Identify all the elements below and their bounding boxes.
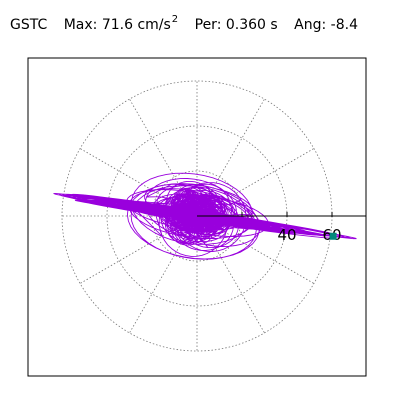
period-label: Per: (194, 17, 222, 33)
max-unit-exponent: 2 (171, 14, 179, 25)
motion-trace (53, 172, 357, 260)
plot-header: GSTC Max: 71.6 cm/s2 Per: 0.360 s Ang: -… (10, 14, 358, 38)
angle-label: Ang: (294, 17, 327, 33)
max-label: Max: (63, 17, 98, 33)
angle-value: -8.4 (330, 17, 358, 33)
max-value: 71.6 cm/s (101, 17, 171, 33)
end-marker-square (329, 232, 337, 240)
trace-path (53, 172, 357, 260)
period-value: 0.360 s (225, 17, 278, 33)
end-marker (329, 232, 337, 240)
station-code: GSTC (10, 17, 48, 33)
axis-tick-label: 40 (277, 226, 296, 244)
plot-frame (27, 57, 367, 377)
